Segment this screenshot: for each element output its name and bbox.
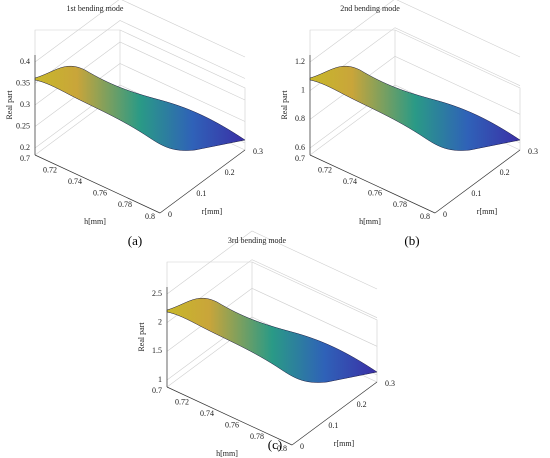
grid-line xyxy=(166,287,378,352)
x-label: h[mm] xyxy=(216,449,238,458)
x-tick-label: 0.78 xyxy=(118,200,132,209)
x-tick-label: 0.7 xyxy=(20,154,30,163)
back-wall xyxy=(119,29,246,150)
back-wall xyxy=(394,29,521,150)
z-tick-label: 1.2 xyxy=(295,57,305,66)
x-tick-label: 0.78 xyxy=(250,432,264,441)
panel-title: 2nd bending mode xyxy=(340,4,400,13)
panel-title: 1st bending mode xyxy=(67,4,124,13)
x-tick-label: 0.8 xyxy=(420,212,430,221)
z-tick-label: 2.5 xyxy=(152,289,162,298)
y-axis xyxy=(159,149,246,214)
y-label: r[mm] xyxy=(334,439,355,448)
x-tick-label: 0.78 xyxy=(393,200,407,209)
surface xyxy=(34,65,246,151)
y-tick-label: 0.3 xyxy=(528,147,538,156)
x-tick-label: 0.76 xyxy=(93,189,107,198)
panel: 1.2 1 0.8 0.6 0.7 0.72 0.74 0.76 0.78 0.8 0 0.1 0.2 0… xyxy=(280,0,538,248)
x-tick-label: 0.72 xyxy=(43,165,57,174)
back-wall xyxy=(251,261,378,382)
z-tick-label: 0.4 xyxy=(20,57,30,66)
panel: 2.5 2 1.5 1 0.7 0.72 0.74 0.76 0.78 0.8 0 0.1 0.2 0.3… xyxy=(137,230,395,458)
x-label: h[mm] xyxy=(84,217,106,226)
y-tick-label: 0.1 xyxy=(328,421,338,430)
grid-line xyxy=(34,20,246,84)
x-tick-label: 0.74 xyxy=(68,177,82,186)
x-tick-label: 0.74 xyxy=(200,409,214,418)
grid-line xyxy=(166,230,378,295)
x-axis xyxy=(166,386,293,446)
x-axis xyxy=(309,154,436,214)
z-label: Real part xyxy=(5,90,14,120)
x-tick-label: 0.8 xyxy=(277,444,287,453)
x-tick-label: 0.72 xyxy=(318,165,332,174)
x-axis xyxy=(34,154,161,214)
x-tick-label: 0.7 xyxy=(152,386,162,395)
y-label: r[mm] xyxy=(202,207,223,216)
surface xyxy=(309,65,521,151)
z-tick-label: 1.5 xyxy=(152,346,162,355)
y-tick-label: 0.2 xyxy=(225,168,235,177)
grid-line xyxy=(309,0,521,63)
y-tick-label: 0.2 xyxy=(500,168,510,177)
y-tick-label: 0.1 xyxy=(471,189,481,198)
y-tick-label: 0.2 xyxy=(357,400,367,409)
z-tick-label: 0.6 xyxy=(295,143,305,152)
z-tick-label: 0.3 xyxy=(20,100,30,109)
z-tick-label: 2 xyxy=(158,317,162,326)
y-axis xyxy=(291,381,378,446)
z-tick-label: 0.25 xyxy=(16,121,30,130)
panel-label: (b) xyxy=(404,233,419,248)
y-tick-label: 0.1 xyxy=(196,189,206,198)
grid-line xyxy=(309,55,521,120)
y-axis xyxy=(434,149,521,214)
panel-title: 3rd bending mode xyxy=(228,236,287,245)
y-tick-label: 0 xyxy=(443,210,447,219)
x-label: h[mm] xyxy=(359,217,381,226)
x-tick-label: 0.72 xyxy=(175,397,189,406)
panel: 0.4 0.35 0.3 0.25 0.2 0.7 0.72 0.74 0.76 0.78 0.8 0… xyxy=(5,0,263,248)
grid-line xyxy=(34,0,246,63)
z-label: Real part xyxy=(280,90,289,120)
grid-line xyxy=(34,63,246,127)
x-tick-label: 0.8 xyxy=(145,212,155,221)
y-tick-label: 0.3 xyxy=(385,379,395,388)
panel-label: (a) xyxy=(128,233,142,248)
z-tick-label: 1 xyxy=(158,375,162,384)
y-tick-label: 0 xyxy=(168,210,172,219)
z-tick-label: 0.8 xyxy=(295,114,305,123)
x-tick-label: 0.76 xyxy=(225,421,239,430)
z-tick-label: 1 xyxy=(301,85,305,94)
y-label: r[mm] xyxy=(477,207,498,216)
panel-label: (c) xyxy=(268,437,282,452)
x-tick-label: 0.7 xyxy=(295,154,305,163)
z-label: Real part xyxy=(137,322,146,352)
x-tick-label: 0.76 xyxy=(368,189,382,198)
y-tick-label: 0 xyxy=(300,442,304,451)
z-tick-label: 0.2 xyxy=(20,143,30,152)
surface xyxy=(166,297,378,383)
y-tick-label: 0.3 xyxy=(253,147,263,156)
x-tick-label: 0.74 xyxy=(343,177,357,186)
z-tick-label: 0.35 xyxy=(16,78,30,87)
